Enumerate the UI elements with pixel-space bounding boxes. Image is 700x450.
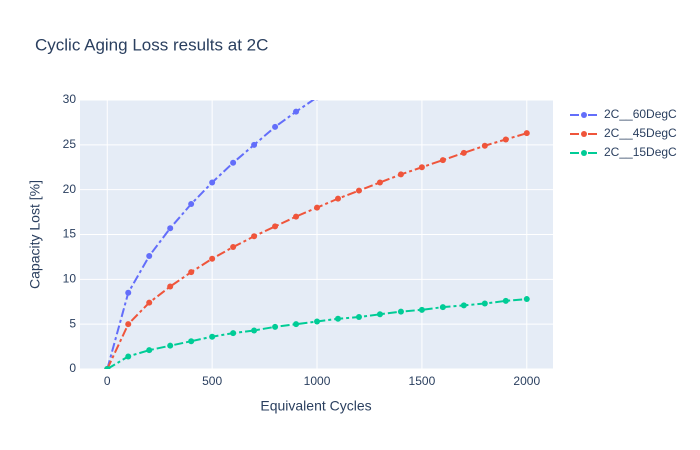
- data-point: [125, 289, 132, 296]
- data-point: [335, 315, 341, 322]
- data-point: [481, 142, 488, 149]
- data-point: [523, 130, 530, 137]
- data-point: [460, 149, 467, 156]
- data-point: [104, 366, 111, 369]
- x-tick-label: 2000: [513, 374, 540, 388]
- data-point: [335, 195, 341, 202]
- data-point: [188, 269, 195, 276]
- y-tick-label: 20: [63, 182, 77, 196]
- y-axis-label: Capacity Lost [%]: [27, 180, 43, 289]
- chart-title: Cyclic Aging Loss results at 2C: [35, 35, 268, 54]
- data-point: [355, 313, 362, 320]
- x-tick-label: 1500: [409, 374, 436, 388]
- x-tick-label: 0: [104, 374, 111, 388]
- data-point: [460, 302, 467, 309]
- data-point: [314, 204, 321, 211]
- data-point: [439, 304, 446, 311]
- legend-marker: [581, 150, 587, 156]
- legend-label: 2C__15DegC: [604, 145, 677, 159]
- data-point: [209, 255, 216, 262]
- legend-label: 2C__60DegC: [604, 107, 677, 121]
- data-point: [272, 223, 279, 230]
- data-point: [230, 330, 237, 337]
- data-point: [481, 300, 488, 307]
- data-point: [167, 225, 174, 232]
- data-point: [376, 311, 383, 318]
- data-point: [146, 299, 153, 306]
- data-point: [376, 179, 383, 186]
- y-tick-label: 10: [63, 272, 77, 286]
- data-point: [272, 323, 279, 330]
- data-point: [167, 283, 174, 290]
- data-point: [230, 244, 237, 251]
- data-point: [146, 347, 153, 354]
- data-point: [502, 297, 509, 304]
- data-point: [523, 296, 530, 303]
- data-point: [167, 342, 174, 349]
- legend: 2C__60DegC 2C__45DegC 2C__15DegC: [570, 107, 677, 159]
- data-point: [251, 141, 258, 148]
- data-point: [146, 253, 153, 260]
- data-point: [188, 201, 195, 208]
- data-point: [439, 157, 446, 164]
- data-point: [397, 171, 404, 178]
- y-tick-label: 30: [63, 92, 77, 106]
- data-point: [293, 321, 300, 328]
- data-point: [251, 233, 258, 240]
- y-tick-label: 25: [63, 137, 77, 151]
- data-point: [209, 179, 216, 186]
- data-point: [314, 318, 321, 325]
- data-point: [251, 327, 258, 334]
- legend-marker: [581, 112, 587, 118]
- y-tick-label: 5: [69, 316, 76, 330]
- data-point: [293, 213, 300, 220]
- x-tick-label: 500: [202, 374, 222, 388]
- data-point: [418, 164, 425, 171]
- data-point: [397, 308, 404, 315]
- data-point: [418, 306, 425, 313]
- data-point: [188, 338, 195, 345]
- y-tick-label: 15: [63, 227, 77, 241]
- data-point: [355, 187, 362, 194]
- x-tick-label: 1000: [304, 374, 331, 388]
- data-point: [293, 108, 300, 115]
- data-point: [125, 321, 132, 328]
- data-point: [502, 136, 509, 143]
- data-point: [209, 333, 216, 340]
- legend-label: 2C__45DegC: [604, 126, 677, 140]
- data-point: [315, 100, 319, 101]
- legend-marker: [581, 131, 587, 137]
- data-point: [125, 353, 132, 360]
- data-point: [230, 159, 237, 166]
- y-tick-label: 0: [69, 361, 76, 375]
- data-point: [272, 123, 279, 130]
- plot-area: [104, 100, 530, 369]
- x-axis-label: Equivalent Cycles: [260, 398, 371, 414]
